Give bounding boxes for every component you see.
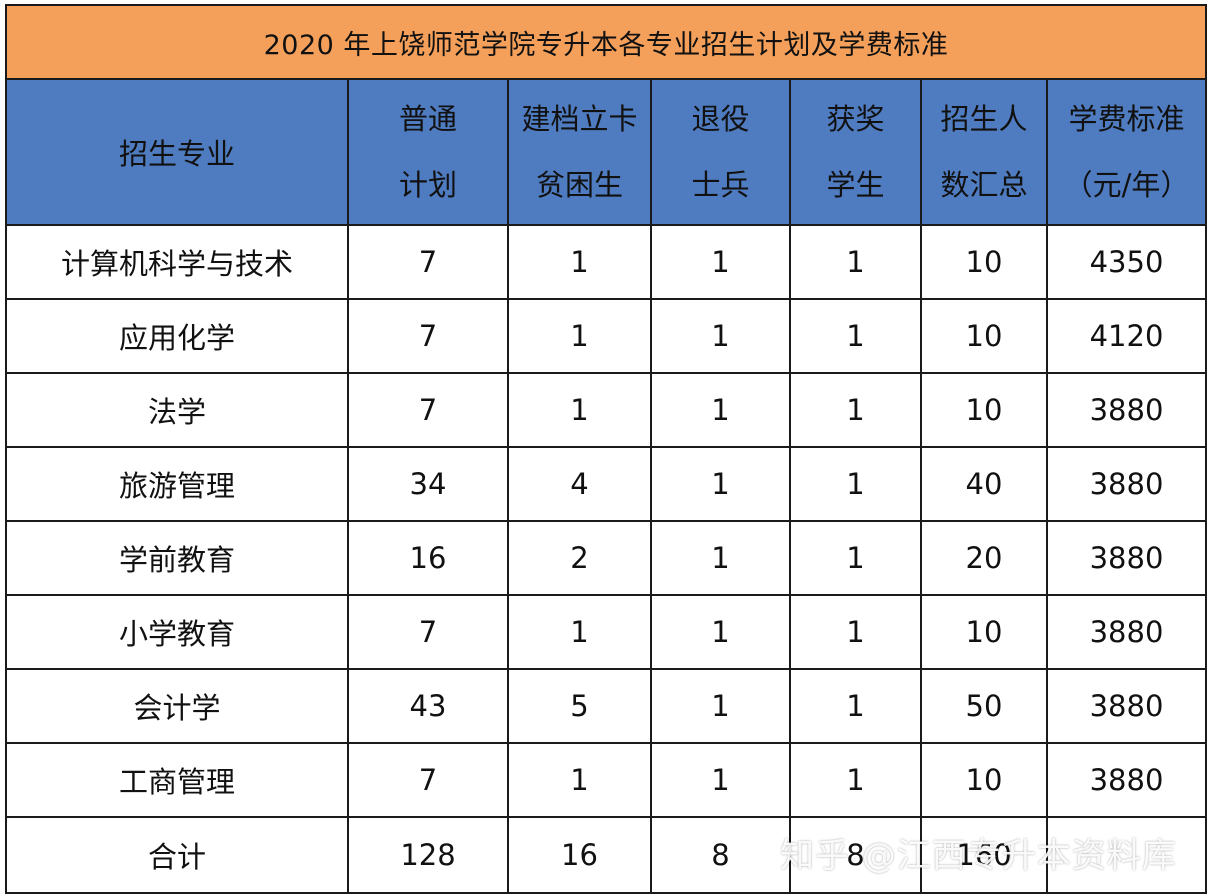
header-tuition: 学费标准 （元/年） — [1045, 78, 1208, 226]
cell-total-enrollment: 160 — [920, 816, 1048, 894]
cell-total: 50 — [920, 668, 1048, 744]
cell-total: 10 — [920, 372, 1048, 448]
table-row: 计算机科学与技术 7 1 1 1 10 4350 — [5, 224, 1208, 300]
cell-total-poverty: 16 — [507, 816, 652, 894]
cell-total-award: 8 — [789, 816, 922, 894]
cell-total-label: 合计 — [5, 816, 349, 894]
total-row: 合计 128 16 8 8 160 — [5, 816, 1208, 894]
cell-regular: 7 — [347, 594, 509, 670]
cell-award: 1 — [789, 446, 922, 522]
header-line: 招生人 — [940, 102, 1028, 136]
header-line: 学生 — [826, 168, 885, 202]
header-line: 建档立卡 — [521, 102, 638, 136]
cell-total-tuition — [1045, 816, 1208, 894]
cell-total-veterans: 8 — [650, 816, 791, 894]
cell-tuition: 4120 — [1045, 298, 1208, 374]
header-line: （元/年） — [1063, 168, 1190, 202]
cell-total: 10 — [920, 224, 1048, 300]
cell-award: 1 — [789, 372, 922, 448]
cell-regular: 7 — [347, 372, 509, 448]
cell-award: 1 — [789, 594, 922, 670]
cell-total-regular: 128 — [347, 816, 509, 894]
cell-poverty: 1 — [507, 372, 652, 448]
header-line: 计划 — [398, 168, 457, 202]
table-row: 学前教育 16 2 1 1 20 3880 — [5, 520, 1208, 596]
header-poverty-students: 建档立卡 贫困生 — [507, 78, 652, 226]
cell-regular: 43 — [347, 668, 509, 744]
cell-veterans: 1 — [650, 742, 791, 818]
header-total-enrollment: 招生人 数汇总 — [920, 78, 1048, 226]
cell-award: 1 — [789, 224, 922, 300]
cell-tuition: 3880 — [1045, 446, 1208, 522]
header-line: 获奖 — [826, 102, 885, 136]
cell-poverty: 5 — [507, 668, 652, 744]
header-major-label: 招生专业 — [118, 137, 235, 171]
cell-total: 10 — [920, 742, 1048, 818]
cell-veterans: 1 — [650, 224, 791, 300]
header-line: 普通 — [398, 102, 457, 136]
header-line: 学费标准 — [1068, 102, 1185, 136]
cell-poverty: 2 — [507, 520, 652, 596]
cell-regular: 34 — [347, 446, 509, 522]
table-row: 应用化学 7 1 1 1 10 4120 — [5, 298, 1208, 374]
cell-veterans: 1 — [650, 520, 791, 596]
cell-major: 计算机科学与技术 — [5, 224, 349, 300]
header-line: 士兵 — [691, 168, 750, 202]
cell-regular: 7 — [347, 224, 509, 300]
cell-award: 1 — [789, 742, 922, 818]
header-line: 退役 — [691, 102, 750, 136]
cell-veterans: 1 — [650, 668, 791, 744]
cell-total: 20 — [920, 520, 1048, 596]
enrollment-plan-table: 2020 年上饶师范学院专升本各专业招生计划及学费标准 招生专业 普通 计划 建… — [4, 4, 1208, 894]
cell-tuition: 3880 — [1045, 594, 1208, 670]
cell-award: 1 — [789, 520, 922, 596]
table-title: 2020 年上饶师范学院专升本各专业招生计划及学费标准 — [4, 4, 1208, 80]
cell-tuition: 4350 — [1045, 224, 1208, 300]
cell-total: 10 — [920, 594, 1048, 670]
cell-veterans: 1 — [650, 372, 791, 448]
header-award-students: 获奖 学生 — [789, 78, 922, 226]
cell-poverty: 1 — [507, 742, 652, 818]
cell-award: 1 — [789, 298, 922, 374]
cell-poverty: 1 — [507, 594, 652, 670]
cell-regular: 16 — [347, 520, 509, 596]
header-regular-plan: 普通 计划 — [347, 78, 509, 226]
cell-major: 会计学 — [5, 668, 349, 744]
cell-poverty: 4 — [507, 446, 652, 522]
cell-major: 工商管理 — [5, 742, 349, 818]
cell-veterans: 1 — [650, 446, 791, 522]
header-veterans: 退役 士兵 — [650, 78, 791, 226]
cell-tuition: 3880 — [1045, 520, 1208, 596]
cell-major: 旅游管理 — [5, 446, 349, 522]
cell-tuition: 3880 — [1045, 372, 1208, 448]
cell-poverty: 1 — [507, 224, 652, 300]
header-major: 招生专业 — [5, 78, 349, 226]
cell-major: 应用化学 — [5, 298, 349, 374]
cell-veterans: 1 — [650, 594, 791, 670]
cell-poverty: 1 — [507, 298, 652, 374]
cell-tuition: 3880 — [1045, 668, 1208, 744]
cell-major: 学前教育 — [5, 520, 349, 596]
cell-total: 40 — [920, 446, 1048, 522]
cell-tuition: 3880 — [1045, 742, 1208, 818]
table-row: 旅游管理 34 4 1 1 40 3880 — [5, 446, 1208, 522]
cell-veterans: 1 — [650, 298, 791, 374]
cell-total: 10 — [920, 298, 1048, 374]
header-line: 数汇总 — [940, 168, 1028, 202]
cell-regular: 7 — [347, 298, 509, 374]
header-row: 招生专业 普通 计划 建档立卡 贫困生 退役 士兵 获奖 学生 招生人 数汇总 — [5, 78, 1208, 226]
cell-regular: 7 — [347, 742, 509, 818]
cell-major: 法学 — [5, 372, 349, 448]
table-row: 法学 7 1 1 1 10 3880 — [5, 372, 1208, 448]
header-line: 贫困生 — [535, 168, 623, 202]
table-row: 小学教育 7 1 1 1 10 3880 — [5, 594, 1208, 670]
table-row: 会计学 43 5 1 1 50 3880 — [5, 668, 1208, 744]
table-row: 工商管理 7 1 1 1 10 3880 — [5, 742, 1208, 818]
cell-major: 小学教育 — [5, 594, 349, 670]
cell-award: 1 — [789, 668, 922, 744]
